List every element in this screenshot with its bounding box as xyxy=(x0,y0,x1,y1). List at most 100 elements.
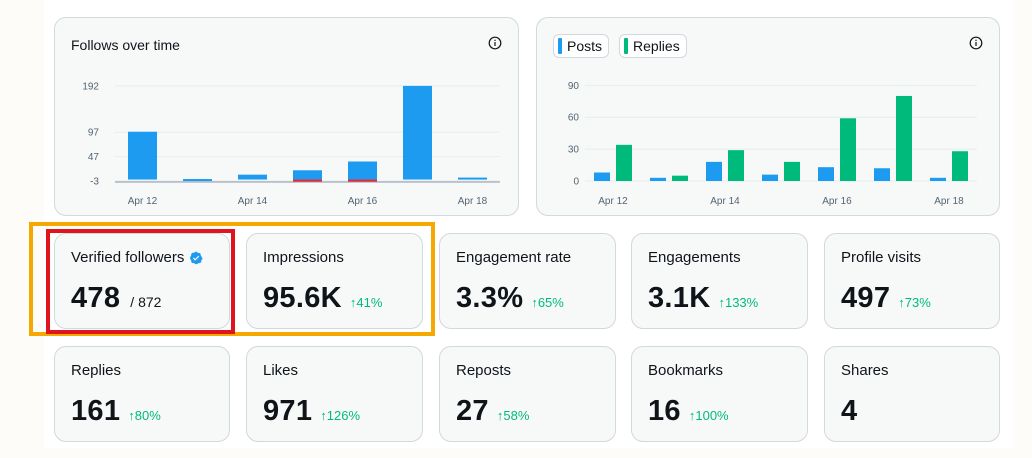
stat-card-engagement-rate[interactable]: Engagement rate 3.3% ↑65% xyxy=(439,233,616,329)
replies-bar[interactable] xyxy=(672,175,688,181)
stat-card-reposts[interactable]: Reposts 27 ↑58% xyxy=(439,346,616,442)
stat-value-row: 971 ↑126% xyxy=(263,395,360,428)
y-tick-label: 90 xyxy=(568,81,580,92)
follows-bar[interactable] xyxy=(128,131,157,180)
stat-value: 3.3% xyxy=(456,282,524,314)
stat-card-verified-followers[interactable]: Verified followers 478 / 872 xyxy=(54,233,230,329)
replies-bar[interactable] xyxy=(840,118,856,181)
stat-card-shares[interactable]: Shares 4 xyxy=(824,346,1000,442)
up-arrow-icon: ↑ xyxy=(349,295,357,310)
stat-value-row: 4 xyxy=(841,395,857,428)
up-arrow-icon: ↑ xyxy=(688,408,696,423)
up-arrow-icon: ↑ xyxy=(320,408,327,423)
stat-label: Bookmarks xyxy=(648,362,724,379)
posts-replies-chart: 90 60 30 0 Apr 12 Apr 14 Apr 16 Apr 18 xyxy=(568,81,977,207)
stat-change-value: 58% xyxy=(503,408,530,423)
unfollows-bar[interactable] xyxy=(348,179,377,182)
posts-bar[interactable] xyxy=(874,168,890,181)
stat-value: 95.6K xyxy=(263,282,342,314)
stat-change: ↑133% xyxy=(718,295,758,310)
stat-value-row: 95.6K ↑41% xyxy=(263,282,382,315)
follows-bar[interactable] xyxy=(403,85,432,180)
stat-value: 161 xyxy=(71,395,121,427)
stat-change-value: 133% xyxy=(724,295,759,310)
stat-label: Likes xyxy=(263,362,299,379)
unfollows-bar[interactable] xyxy=(293,179,322,182)
stat-card-bookmarks[interactable]: Bookmarks 16 ↑100% xyxy=(631,346,808,442)
stat-label: Profile visits xyxy=(841,249,922,266)
follows-bar[interactable] xyxy=(458,177,487,180)
posts-bar[interactable] xyxy=(706,161,722,181)
y-tick-label: 47 xyxy=(88,152,100,163)
posts-bar[interactable] xyxy=(930,177,946,181)
stat-value: 497 xyxy=(841,282,891,314)
stat-change-value: 126% xyxy=(326,408,361,423)
follows-bar[interactable] xyxy=(348,161,377,180)
stat-total: / 872 xyxy=(130,294,162,310)
replies-bar[interactable] xyxy=(784,161,800,181)
follows-chart-title: Follows over time xyxy=(71,37,180,53)
info-icon[interactable] xyxy=(969,36,983,50)
stat-value-row: 3.3% ↑65% xyxy=(456,282,564,315)
y-tick-label: 97 xyxy=(88,128,100,139)
stat-value-row: 27 ↑58% xyxy=(456,395,529,428)
stat-change-value: 100% xyxy=(695,408,729,423)
stat-label: Replies xyxy=(71,362,122,379)
x-tick-label: Apr 16 xyxy=(822,196,852,207)
stat-label: Shares xyxy=(841,362,889,379)
x-tick-label: Apr 14 xyxy=(238,196,268,207)
stat-change: ↑126% xyxy=(320,408,360,423)
y-tick-label: 60 xyxy=(568,113,580,124)
info-icon[interactable] xyxy=(488,36,502,50)
stat-card-profile-visits[interactable]: Profile visits 497 ↑73% xyxy=(824,233,1000,329)
stat-change: ↑65% xyxy=(531,295,564,310)
y-tick-label: 0 xyxy=(573,177,579,188)
x-tick-label: Apr 18 xyxy=(458,196,488,207)
legend-replies[interactable]: Replies xyxy=(619,34,687,58)
stat-label: Engagement rate xyxy=(456,249,572,266)
stat-label: Verified followers xyxy=(71,249,204,266)
replies-bar[interactable] xyxy=(616,144,632,181)
stat-value-row: 16 ↑100% xyxy=(648,395,729,428)
posts-bar[interactable] xyxy=(818,167,834,181)
follows-chart-card: Follows over time 192 97 47 -3 Apr 12 Apr 14 A… xyxy=(54,17,519,216)
stat-value-row: 161 ↑80% xyxy=(71,395,161,428)
stat-label: Impressions xyxy=(263,249,344,266)
replies-bar[interactable] xyxy=(728,150,744,181)
posts-bar[interactable] xyxy=(762,174,778,181)
stat-change-value: 65% xyxy=(537,295,564,310)
stat-change-value: 73% xyxy=(904,295,931,310)
follows-bar[interactable] xyxy=(238,174,267,180)
stat-card-likes[interactable]: Likes 971 ↑126% xyxy=(246,346,423,442)
replies-bar[interactable] xyxy=(896,95,912,181)
stat-value: 478 xyxy=(71,282,121,314)
follows-bar[interactable] xyxy=(293,170,322,180)
stat-value: 27 xyxy=(456,395,489,427)
stat-value: 3.1K xyxy=(648,282,711,314)
stat-label-text: Verified followers xyxy=(71,249,185,266)
legend-posts[interactable]: Posts xyxy=(553,34,610,58)
stat-value-row: 478 / 872 xyxy=(71,282,161,315)
stat-card-replies[interactable]: Replies 161 ↑80% xyxy=(54,346,230,442)
replies-bar[interactable] xyxy=(952,151,968,181)
legend-posts-swatch xyxy=(558,38,562,54)
stat-change: ↑41% xyxy=(350,295,383,310)
stat-value: 16 xyxy=(648,395,681,427)
posts-bar[interactable] xyxy=(594,172,610,181)
verified-badge-icon xyxy=(190,251,204,264)
follows-bar[interactable] xyxy=(183,179,212,182)
posts-bar[interactable] xyxy=(650,177,666,181)
stat-card-impressions[interactable]: Impressions 95.6K ↑41% xyxy=(246,233,423,329)
x-tick-label: Apr 18 xyxy=(934,196,964,207)
y-tick-label: -3 xyxy=(90,177,99,188)
stat-value-row: 3.1K ↑133% xyxy=(648,282,758,315)
legend-posts-label: Posts xyxy=(567,38,603,54)
stat-label: Engagements xyxy=(648,249,741,266)
follows-chart: 192 97 47 -3 Apr 12 Apr 14 Apr 16 Apr 18 xyxy=(82,81,500,207)
up-arrow-icon: ↑ xyxy=(898,295,905,310)
up-arrow-icon: ↑ xyxy=(718,295,725,310)
stat-change-value: 80% xyxy=(134,408,161,423)
up-arrow-icon: ↑ xyxy=(128,408,135,423)
stat-card-engagements[interactable]: Engagements 3.1K ↑133% xyxy=(631,233,808,329)
stat-change: ↑58% xyxy=(497,408,530,423)
